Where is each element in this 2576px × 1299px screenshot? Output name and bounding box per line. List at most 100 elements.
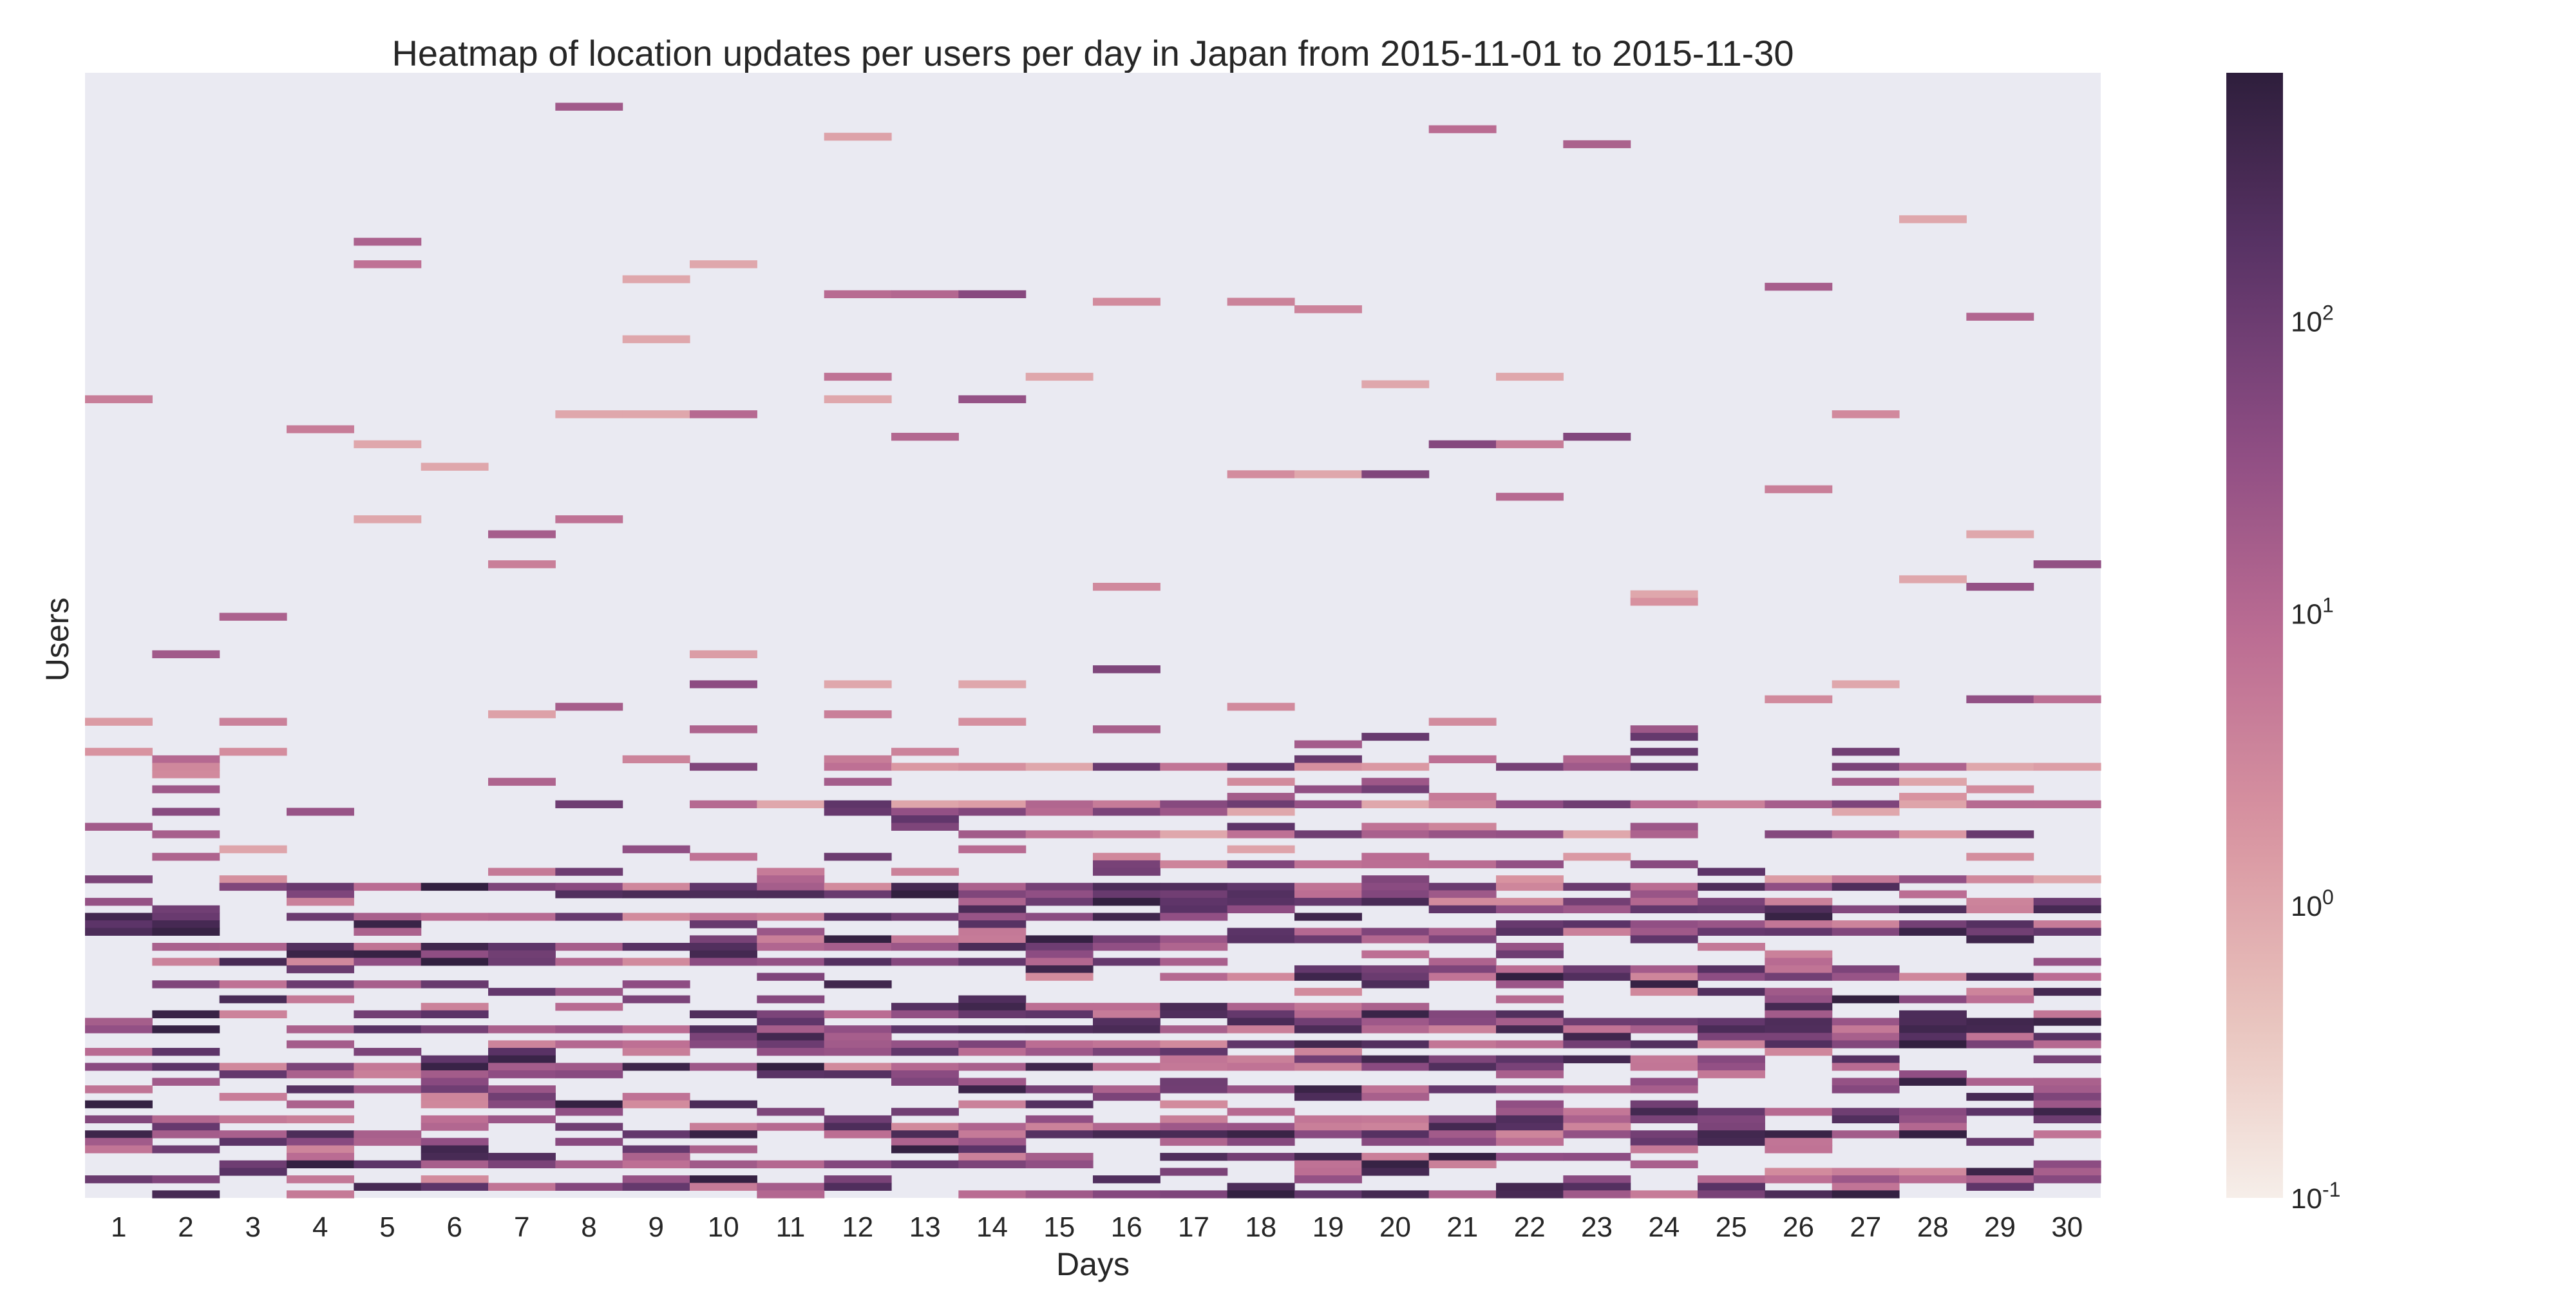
heatmap-cell (1361, 777, 1430, 786)
heatmap-cell (1093, 830, 1160, 839)
heatmap-cell (824, 913, 892, 921)
heatmap-cell (1160, 1077, 1228, 1086)
heatmap-cell (2033, 875, 2101, 884)
heatmap-cell (1630, 972, 1698, 981)
heatmap-cell (690, 958, 757, 966)
heatmap-cell (1227, 1018, 1295, 1026)
heatmap-cell (891, 748, 959, 756)
heatmap-cell (85, 748, 153, 756)
heatmap-cell (1428, 898, 1497, 906)
heatmap-cell (2033, 1175, 2101, 1184)
heatmap-cell (152, 785, 220, 793)
colorbar-tick-label: 101 (2291, 594, 2334, 631)
heatmap-cell (1428, 905, 1497, 914)
heatmap-cell (152, 1048, 220, 1056)
x-tick-label: 12 (842, 1211, 873, 1243)
heatmap-cell (1361, 785, 1430, 793)
heatmap-cell (1496, 995, 1564, 1003)
heatmap-cell (1630, 935, 1698, 943)
heatmap-cell (488, 1115, 556, 1124)
heatmap-cell (1160, 1130, 1228, 1139)
heatmap-cell (2033, 1100, 2101, 1108)
heatmap-cell (219, 882, 287, 891)
heatmap-cell (1294, 965, 1362, 974)
heatmap-cell (1093, 1010, 1160, 1019)
heatmap-cell (824, 935, 892, 943)
heatmap-cell (488, 1153, 556, 1161)
heatmap-cell (152, 650, 220, 659)
heatmap-cell (1899, 905, 1967, 914)
heatmap-cell (1765, 920, 1833, 929)
heatmap-cell (824, 853, 892, 861)
heatmap-cell (891, 1040, 959, 1048)
heatmap-cell (891, 1077, 959, 1086)
heatmap-cell (1294, 1040, 1362, 1048)
heatmap-cell (287, 1145, 354, 1153)
heatmap-cell (2033, 1130, 2101, 1139)
heatmap-cell (1361, 1085, 1430, 1094)
heatmap-cell (1698, 1032, 1765, 1041)
heatmap-cell (824, 395, 892, 404)
heatmap-cell (824, 1182, 892, 1191)
heatmap-cell (1361, 965, 1430, 974)
heatmap-cell (1093, 1040, 1160, 1048)
heatmap-cell (1093, 582, 1160, 591)
heatmap-cell (1765, 1130, 1833, 1139)
heatmap-cell (958, 920, 1027, 929)
heatmap-cell (1698, 920, 1765, 929)
heatmap-cell (1832, 1025, 1900, 1034)
heatmap-cell (1563, 763, 1631, 771)
heatmap-cell (1294, 305, 1362, 314)
heatmap-cell (421, 882, 489, 891)
heatmap-cell (1966, 763, 2034, 771)
heatmap-cell (1966, 898, 2034, 906)
heatmap-cell (1966, 987, 2034, 996)
heatmap-cell (488, 1063, 556, 1071)
heatmap-cell (824, 800, 892, 808)
heatmap-cell (1227, 822, 1295, 831)
heatmap-cell (1630, 725, 1698, 734)
heatmap-cell (1832, 1115, 1900, 1124)
heatmap-cell (287, 1160, 354, 1169)
heatmap-cell (1025, 372, 1094, 381)
heatmap-cell (219, 1168, 287, 1176)
heatmap-cell (1765, 1145, 1833, 1153)
heatmap-cell (2033, 1168, 2101, 1176)
heatmap-cell (1832, 1175, 1900, 1184)
heatmap-cell (757, 875, 825, 884)
heatmap-cell (622, 1160, 690, 1169)
heatmap-cell (488, 777, 556, 786)
heatmap-cell (622, 958, 690, 966)
heatmap-cell (958, 1048, 1027, 1056)
heatmap-cell (1227, 1130, 1295, 1139)
heatmap-cell (622, 755, 690, 764)
x-tick-label: 19 (1312, 1211, 1344, 1243)
heatmap-cell (622, 275, 690, 283)
heatmap-cell (1563, 1190, 1631, 1199)
heatmap-cell (1160, 1168, 1228, 1176)
heatmap-cell (488, 1048, 556, 1056)
heatmap-cell (1899, 763, 1967, 771)
heatmap-cell (555, 987, 623, 996)
heatmap-cell (1899, 1070, 1967, 1079)
heatmap-cell (1428, 1055, 1497, 1063)
heatmap-cell (891, 935, 959, 943)
heatmap-cell (1698, 965, 1765, 974)
heatmap-cell (1832, 680, 1900, 688)
heatmap-cell (1361, 800, 1430, 808)
heatmap-cell (219, 748, 287, 756)
heatmap-cell (958, 913, 1027, 921)
heatmap-cell (2033, 1018, 2101, 1026)
heatmap-cell (1765, 965, 1833, 974)
heatmap-cell (1025, 1115, 1094, 1124)
heatmap-cell (287, 913, 354, 921)
heatmap-cell (1227, 470, 1295, 479)
heatmap-cell (1899, 1123, 1967, 1131)
heatmap-cell (1698, 972, 1765, 981)
heatmap-cell (1496, 950, 1564, 958)
heatmap-cell (2033, 972, 2101, 981)
heatmap-cell (1025, 1003, 1094, 1011)
heatmap-cell (1025, 1190, 1094, 1199)
heatmap-cell (1698, 1123, 1765, 1131)
heatmap-cell (1698, 1137, 1765, 1146)
